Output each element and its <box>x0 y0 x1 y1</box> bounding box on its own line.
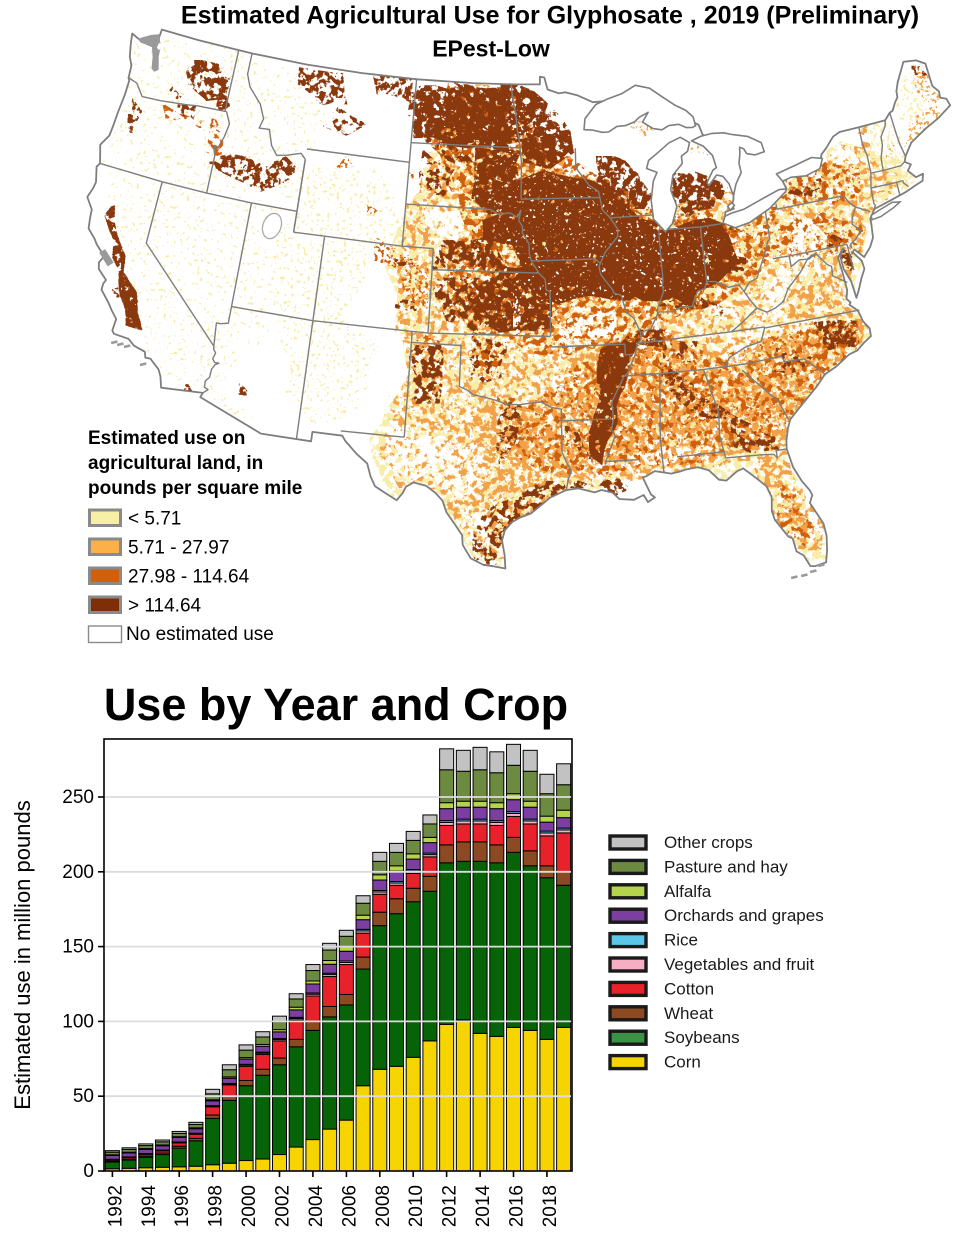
svg-text:No estimated use: No estimated use <box>126 624 274 645</box>
svg-text:1992: 1992 <box>105 1185 126 1227</box>
svg-text:< 5.71: < 5.71 <box>128 509 181 530</box>
svg-text:EPest-Low: EPest-Low <box>432 36 550 62</box>
svg-text:Orchards and grapes: Orchards and grapes <box>664 906 824 925</box>
svg-text:Other crops: Other crops <box>664 833 753 852</box>
svg-text:2004: 2004 <box>306 1185 327 1228</box>
svg-text:Pasture and hay: Pasture and hay <box>664 857 788 876</box>
svg-text:2016: 2016 <box>507 1185 528 1227</box>
svg-text:2014: 2014 <box>473 1185 494 1228</box>
svg-text:Soybeans: Soybeans <box>664 1028 740 1047</box>
svg-text:2000: 2000 <box>239 1185 260 1227</box>
svg-text:Cotton: Cotton <box>664 979 714 998</box>
svg-text:2008: 2008 <box>373 1185 394 1227</box>
svg-text:Rice: Rice <box>664 931 698 950</box>
svg-text:2018: 2018 <box>540 1185 561 1227</box>
svg-text:2012: 2012 <box>440 1185 461 1227</box>
svg-text:Estimated Agricultural Use for: Estimated Agricultural Use for Glyphosat… <box>181 2 919 30</box>
svg-text:250: 250 <box>62 787 94 808</box>
svg-text:Estimated use on: Estimated use on <box>88 428 245 449</box>
svg-text:1996: 1996 <box>172 1185 193 1227</box>
svg-text:Corn: Corn <box>664 1053 701 1072</box>
svg-text:Wheat: Wheat <box>664 1004 713 1023</box>
svg-text:100: 100 <box>62 1011 94 1032</box>
svg-text:50: 50 <box>73 1086 94 1107</box>
svg-text:2002: 2002 <box>273 1185 294 1227</box>
svg-text:Alfalfa: Alfalfa <box>664 882 712 901</box>
svg-text:1998: 1998 <box>206 1185 227 1227</box>
svg-text:pounds per square mile: pounds per square mile <box>88 478 302 499</box>
svg-text:150: 150 <box>62 937 94 958</box>
svg-text:agricultural land, in: agricultural land, in <box>88 453 263 474</box>
svg-text:2006: 2006 <box>339 1185 360 1227</box>
svg-text:Use by Year and Crop: Use by Year and Crop <box>104 679 568 730</box>
svg-text:5.71 - 27.97: 5.71 - 27.97 <box>128 538 229 559</box>
svg-text:1994: 1994 <box>139 1185 160 1228</box>
svg-text:Estimated use in million pound: Estimated use in million pounds <box>10 800 35 1109</box>
svg-text:200: 200 <box>62 862 94 883</box>
svg-text:0: 0 <box>83 1161 94 1182</box>
svg-text:2010: 2010 <box>406 1185 427 1227</box>
svg-text:> 114.64: > 114.64 <box>128 596 202 617</box>
svg-text:Vegetables and fruit: Vegetables and fruit <box>664 955 815 974</box>
svg-text:27.98 - 114.64: 27.98 - 114.64 <box>128 567 250 588</box>
